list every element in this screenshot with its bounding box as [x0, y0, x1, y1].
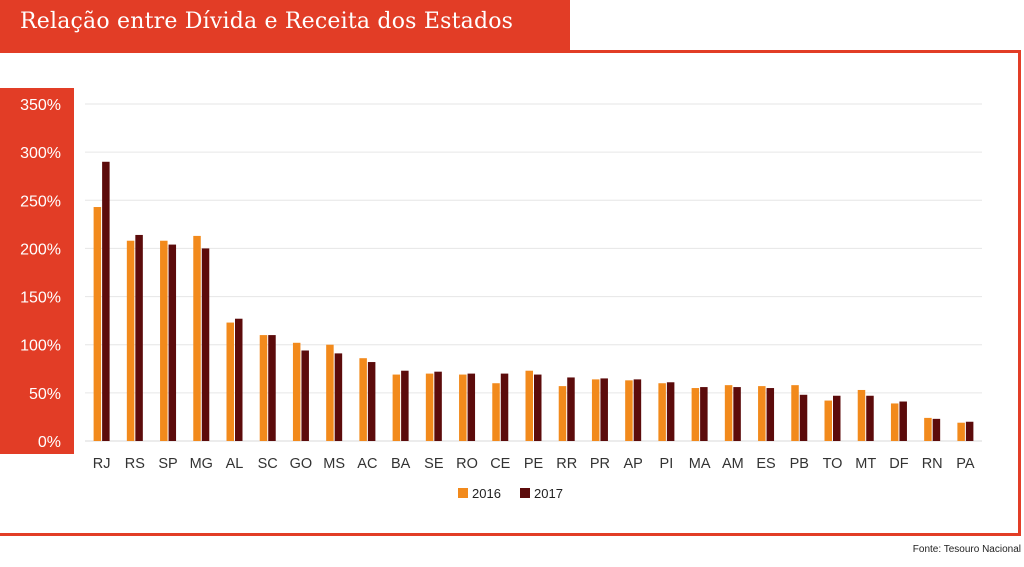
- bar-2016-SE: [425, 373, 434, 441]
- bar-2017-MA: [700, 387, 708, 441]
- bar-2016-PI: [658, 383, 666, 441]
- bar-2017-MT: [866, 395, 874, 441]
- bar-2016-SC: [259, 335, 268, 441]
- bar-2016-RS: [126, 240, 135, 441]
- x-tick-label: RS: [125, 456, 145, 472]
- y-tick-label: 0%: [38, 434, 61, 451]
- x-tick-label: GO: [290, 456, 313, 472]
- bar-2016-SP: [160, 240, 168, 441]
- bar-2017-MG: [201, 248, 210, 441]
- bar-2017-AM: [733, 387, 741, 441]
- bar-2016-CE: [492, 383, 500, 441]
- bar-2017-DF: [899, 401, 907, 441]
- bar-2017-PI: [666, 382, 675, 441]
- bar-2016-MT: [857, 389, 866, 441]
- bar-2016-BA: [392, 374, 401, 441]
- bar-2017-RR: [567, 377, 575, 441]
- bar-2016-DF: [890, 403, 899, 441]
- legend-swatch-2017: [520, 488, 530, 498]
- x-tick-label: MA: [689, 456, 711, 472]
- bar-2016-RO: [459, 374, 467, 441]
- y-axis-strip: [0, 88, 74, 454]
- bar-2016-PB: [791, 385, 799, 441]
- legend-label: 2017: [534, 486, 563, 501]
- bar-2016-MG: [193, 235, 201, 441]
- bar-2016-RJ: [93, 207, 102, 441]
- y-tick-label: 50%: [29, 386, 61, 403]
- bar-2016-MS: [326, 344, 334, 441]
- bar-2017-PA: [965, 421, 974, 441]
- bar-2017-SP: [168, 244, 177, 441]
- x-tick-label: SC: [258, 456, 278, 472]
- bar-2017-AP: [633, 379, 642, 441]
- legend-swatch-2016: [458, 488, 468, 498]
- bar-2017-RS: [135, 234, 143, 441]
- x-tick-label: RN: [922, 456, 943, 472]
- bar-2017-TO: [833, 395, 841, 441]
- bar-2017-RO: [467, 373, 476, 441]
- x-tick-label: CE: [490, 456, 510, 472]
- bar-2016-PE: [525, 370, 533, 441]
- y-tick-label: 250%: [20, 193, 61, 210]
- x-tick-label: PB: [790, 456, 809, 472]
- bar-2016-PA: [957, 422, 965, 441]
- x-tick-label: MG: [190, 456, 213, 472]
- x-tick-label: ES: [756, 456, 775, 472]
- bar-2016-AC: [359, 358, 367, 441]
- bar-2016-RN: [924, 417, 932, 441]
- bar-2017-RN: [932, 418, 941, 441]
- bar-2016-TO: [824, 400, 832, 441]
- bar-2017-AC: [367, 362, 376, 441]
- x-tick-label: PR: [590, 456, 610, 472]
- x-tick-label: TO: [823, 456, 843, 472]
- x-tick-label: PI: [660, 456, 674, 472]
- x-tick-label: PE: [524, 456, 544, 472]
- x-tick-label: RO: [456, 456, 478, 472]
- x-tick-label: AL: [226, 456, 244, 472]
- bar-2017-AL: [235, 318, 243, 441]
- y-tick-label: 100%: [20, 338, 61, 355]
- bar-2016-ES: [758, 386, 766, 441]
- legend-label: 2016: [472, 486, 501, 501]
- bar-2017-PR: [600, 378, 608, 441]
- bar-2017-GO: [301, 350, 309, 441]
- x-tick-label: SE: [424, 456, 444, 472]
- x-tick-label: PA: [956, 456, 975, 472]
- bar-2017-SC: [268, 335, 276, 441]
- x-tick-label: RJ: [93, 456, 111, 472]
- bar-2017-PE: [534, 374, 542, 441]
- x-tick-label: AC: [357, 456, 377, 472]
- x-tick-label: AM: [722, 456, 744, 472]
- x-tick-label: RR: [556, 456, 577, 472]
- bar-2017-MS: [334, 353, 343, 441]
- x-tick-label: SP: [158, 456, 177, 472]
- bar-2017-CE: [500, 373, 509, 441]
- bar-2016-RR: [558, 386, 567, 441]
- y-tick-label: 200%: [20, 241, 61, 258]
- bar-2017-ES: [766, 388, 775, 441]
- x-tick-label: AP: [623, 456, 642, 472]
- source-note: Fonte: Tesouro Nacional: [912, 544, 1021, 555]
- bar-2016-GO: [292, 342, 301, 441]
- bar-2016-PR: [591, 379, 600, 441]
- bar-2016-AL: [226, 322, 234, 441]
- y-tick-label: 150%: [20, 290, 61, 307]
- y-tick-label: 300%: [20, 145, 61, 162]
- bar-2017-RJ: [102, 161, 110, 441]
- y-tick-label: 350%: [20, 97, 61, 114]
- x-tick-label: BA: [391, 456, 411, 472]
- bar-2017-SE: [434, 371, 442, 441]
- title-banner: Relação entre Dívida e Receita dos Estad…: [0, 0, 570, 52]
- bar-2016-MA: [691, 388, 700, 441]
- bar-2017-BA: [401, 370, 409, 441]
- bar-2016-AP: [625, 380, 633, 441]
- x-tick-label: MS: [323, 456, 345, 472]
- bar-2016-AM: [724, 385, 733, 441]
- bar-2017-PB: [799, 394, 808, 441]
- chart-title: Relação entre Dívida e Receita dos Estad…: [20, 9, 514, 34]
- x-tick-label: MT: [855, 456, 876, 472]
- x-tick-label: DF: [889, 456, 908, 472]
- chart-frame: [0, 50, 1021, 536]
